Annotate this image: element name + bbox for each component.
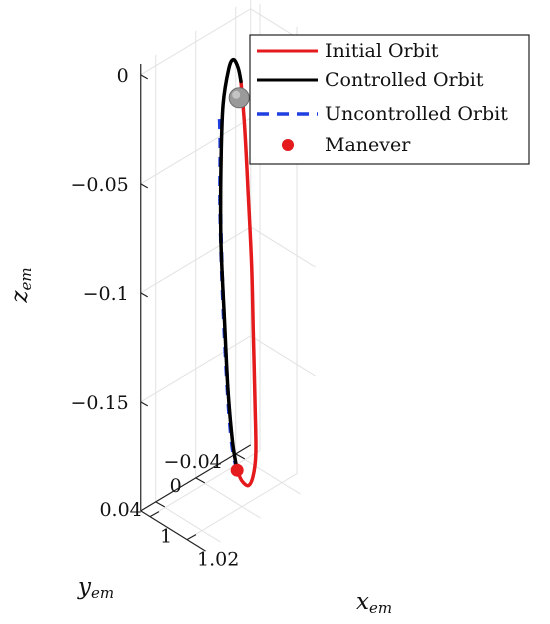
moon-marker <box>228 87 250 109</box>
legend-item-uncontrolled: Uncontrolled Orbit <box>257 103 508 125</box>
controlled-orbit-line <box>218 57 243 472</box>
y-tick-label: 0 <box>170 475 182 497</box>
x-gridline <box>149 3 261 518</box>
z-tick-label: −0.15 <box>71 392 129 414</box>
y-axis-title: yem <box>77 574 114 602</box>
moon-highlight <box>232 90 241 99</box>
initial-orbit-line <box>235 79 258 488</box>
legend-box <box>249 34 530 165</box>
z-tick <box>140 74 149 80</box>
z-tick <box>140 183 149 189</box>
legend: Initial Orbit Controlled Orbit Uncontrol… <box>249 34 530 165</box>
legend-label-maneuver: Manever <box>325 134 411 156</box>
y-tick-label: 0.04 <box>99 499 141 521</box>
x-tick-label: 1 <box>160 526 172 548</box>
x-tick <box>149 511 160 518</box>
legend-label-controlled: Controlled Orbit <box>325 69 484 91</box>
legend-item-controlled: Controlled Orbit <box>257 69 484 91</box>
x-axis-line <box>140 510 206 552</box>
legend-item-initial: Initial Orbit <box>257 40 439 62</box>
z-tick-label: 0 <box>117 65 129 87</box>
y-tick <box>155 501 166 508</box>
y-tick <box>195 477 206 484</box>
x-gridline <box>186 26 298 541</box>
x-tick <box>186 534 197 541</box>
y-tick <box>235 453 246 460</box>
legend-swatch-maneuver <box>282 139 294 151</box>
z-axis-title: zem <box>7 267 35 303</box>
legend-label-initial: Initial Orbit <box>325 40 439 62</box>
y-tick-label: −0.04 <box>164 451 222 473</box>
x-axis-title: xem <box>356 589 392 617</box>
z-tick-label: −0.05 <box>71 174 129 196</box>
series-layer <box>217 57 258 488</box>
z-tick <box>140 401 149 407</box>
legend-label-uncontrolled: Uncontrolled Orbit <box>325 103 508 125</box>
z-gridline <box>140 226 316 294</box>
legend-item-maneuver: Manever <box>282 134 411 156</box>
maneuver-marker <box>230 463 244 477</box>
x-tick-label: 1.02 <box>197 549 239 571</box>
z-tick-label: −0.1 <box>83 283 129 305</box>
z-tick <box>140 292 149 298</box>
